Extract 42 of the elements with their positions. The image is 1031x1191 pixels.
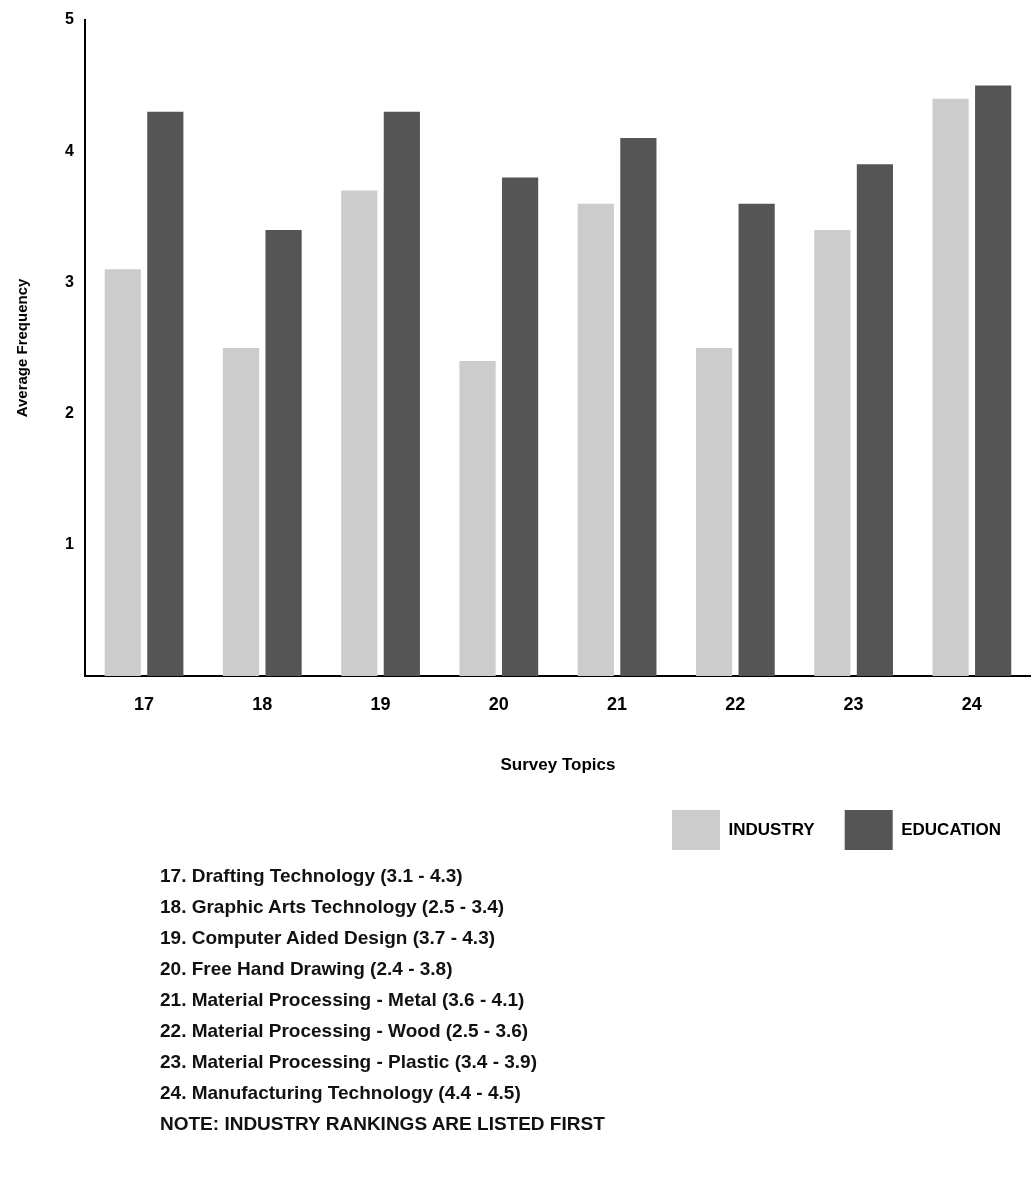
- x-axis-title: Survey Topics: [500, 755, 616, 775]
- y-tick-label: 2: [64, 404, 74, 422]
- bar: [147, 111, 184, 676]
- bar: [104, 269, 141, 676]
- y-tick-label: 3: [64, 272, 74, 290]
- y-tick-label: 5: [64, 10, 74, 28]
- bar: [265, 229, 302, 676]
- bar: [814, 229, 851, 676]
- text: 20. Free Hand Drawing (2.4 - 3.8): [160, 957, 454, 981]
- text: 17. Drafting Technology (3.1 - 4.3): [160, 864, 464, 888]
- x-tick-label: 23: [843, 693, 864, 714]
- bar: [341, 190, 378, 676]
- bar: [620, 138, 657, 676]
- text: 21. Material Processing - Metal (3.6 - 4.1): [160, 988, 526, 1012]
- bar: [975, 85, 1012, 676]
- y-axis-title: Average Frequency: [13, 278, 31, 418]
- bar: [383, 111, 420, 676]
- legend-label: INDUSTRY: [728, 819, 816, 839]
- x-tick-label: 19: [370, 693, 391, 714]
- text: 22. Material Processing - Wood (2.5 - 3.6): [160, 1019, 530, 1043]
- bar: [738, 203, 775, 676]
- bar: [459, 361, 496, 676]
- x-tick-label: 21: [607, 693, 628, 714]
- legend-label: EDUCATION: [901, 819, 1001, 839]
- y-tick-label: 4: [64, 141, 74, 159]
- x-tick-label: 18: [252, 693, 273, 714]
- text: NOTE: INDUSTRY RANKINGS ARE LISTED FIRST: [160, 1112, 605, 1136]
- bar: [856, 164, 893, 676]
- x-tick-label: 20: [488, 693, 509, 714]
- bar: [502, 177, 539, 676]
- bar: [577, 203, 614, 676]
- bar: [695, 348, 733, 676]
- bar: [932, 98, 969, 676]
- text: 23. Material Processing - Plastic (3.4 - 3.9): [160, 1050, 538, 1074]
- x-tick-label: 24: [961, 693, 982, 714]
- text: 18. Graphic Arts Technology (2.5 - 3.4): [160, 895, 506, 919]
- bar: [222, 348, 260, 676]
- x-tick-label: 17: [134, 693, 155, 714]
- x-tick-label: 22: [725, 693, 746, 714]
- text: 24. Manufacturing Technology (4.4 - 4.5): [160, 1081, 522, 1105]
- y-tick-label: 1: [64, 535, 74, 553]
- text: 19. Computer Aided Design (3.7 - 4.3): [160, 926, 497, 950]
